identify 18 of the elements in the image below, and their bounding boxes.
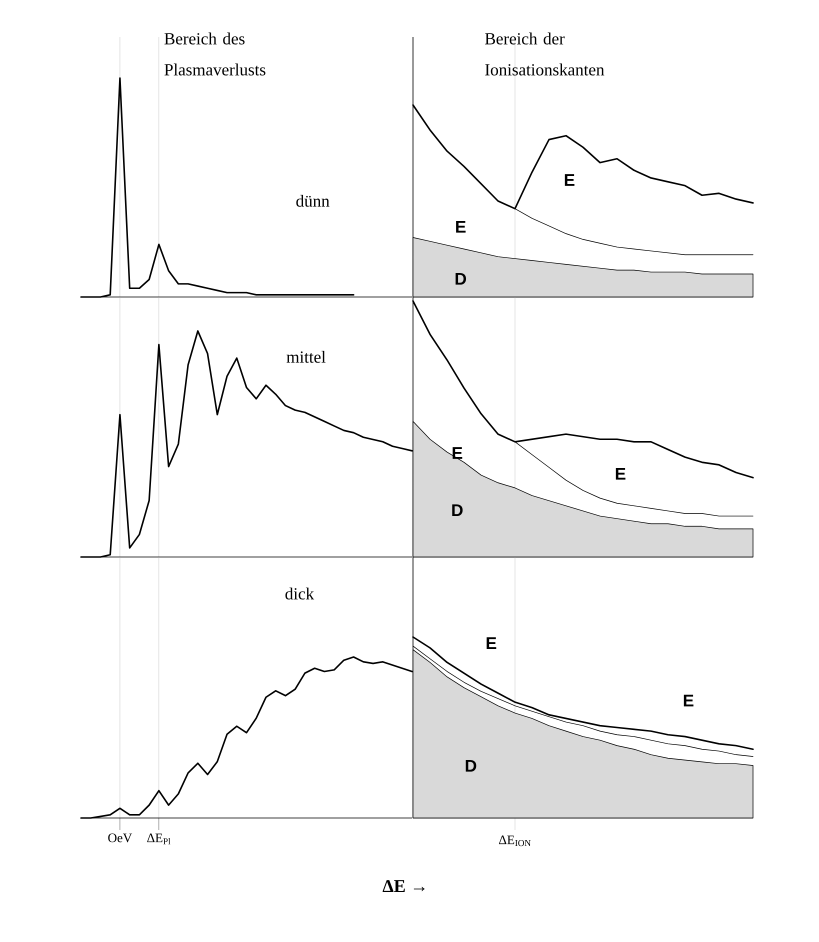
- text: dick: [285, 588, 314, 600]
- annotation: E: [684, 694, 694, 706]
- annotation: E: [616, 468, 626, 480]
- x-tick-label: OeV: [108, 834, 132, 842]
- annotation: E: [486, 637, 496, 649]
- annotation: D: [452, 504, 463, 516]
- x-axis-title: ΔE →: [382, 880, 425, 892]
- x-axis-title: ΔE$_{ION}$: [499, 836, 531, 846]
- annotation: E: [452, 447, 462, 459]
- annotation: E: [456, 220, 466, 233]
- x-tick-label: ΔE$_{Pl}$: [147, 834, 170, 844]
- annotation: dünn: [296, 194, 330, 207]
- annotation: D: [456, 272, 466, 285]
- annotation: D: [466, 760, 476, 772]
- annotation: mittel: [286, 350, 326, 363]
- chart-title: Bereich des Plasmaverlusts: [164, 32, 266, 76]
- annotation: E: [564, 174, 574, 186]
- chart-title: Bereich der Ionisationskanten: [485, 32, 604, 76]
